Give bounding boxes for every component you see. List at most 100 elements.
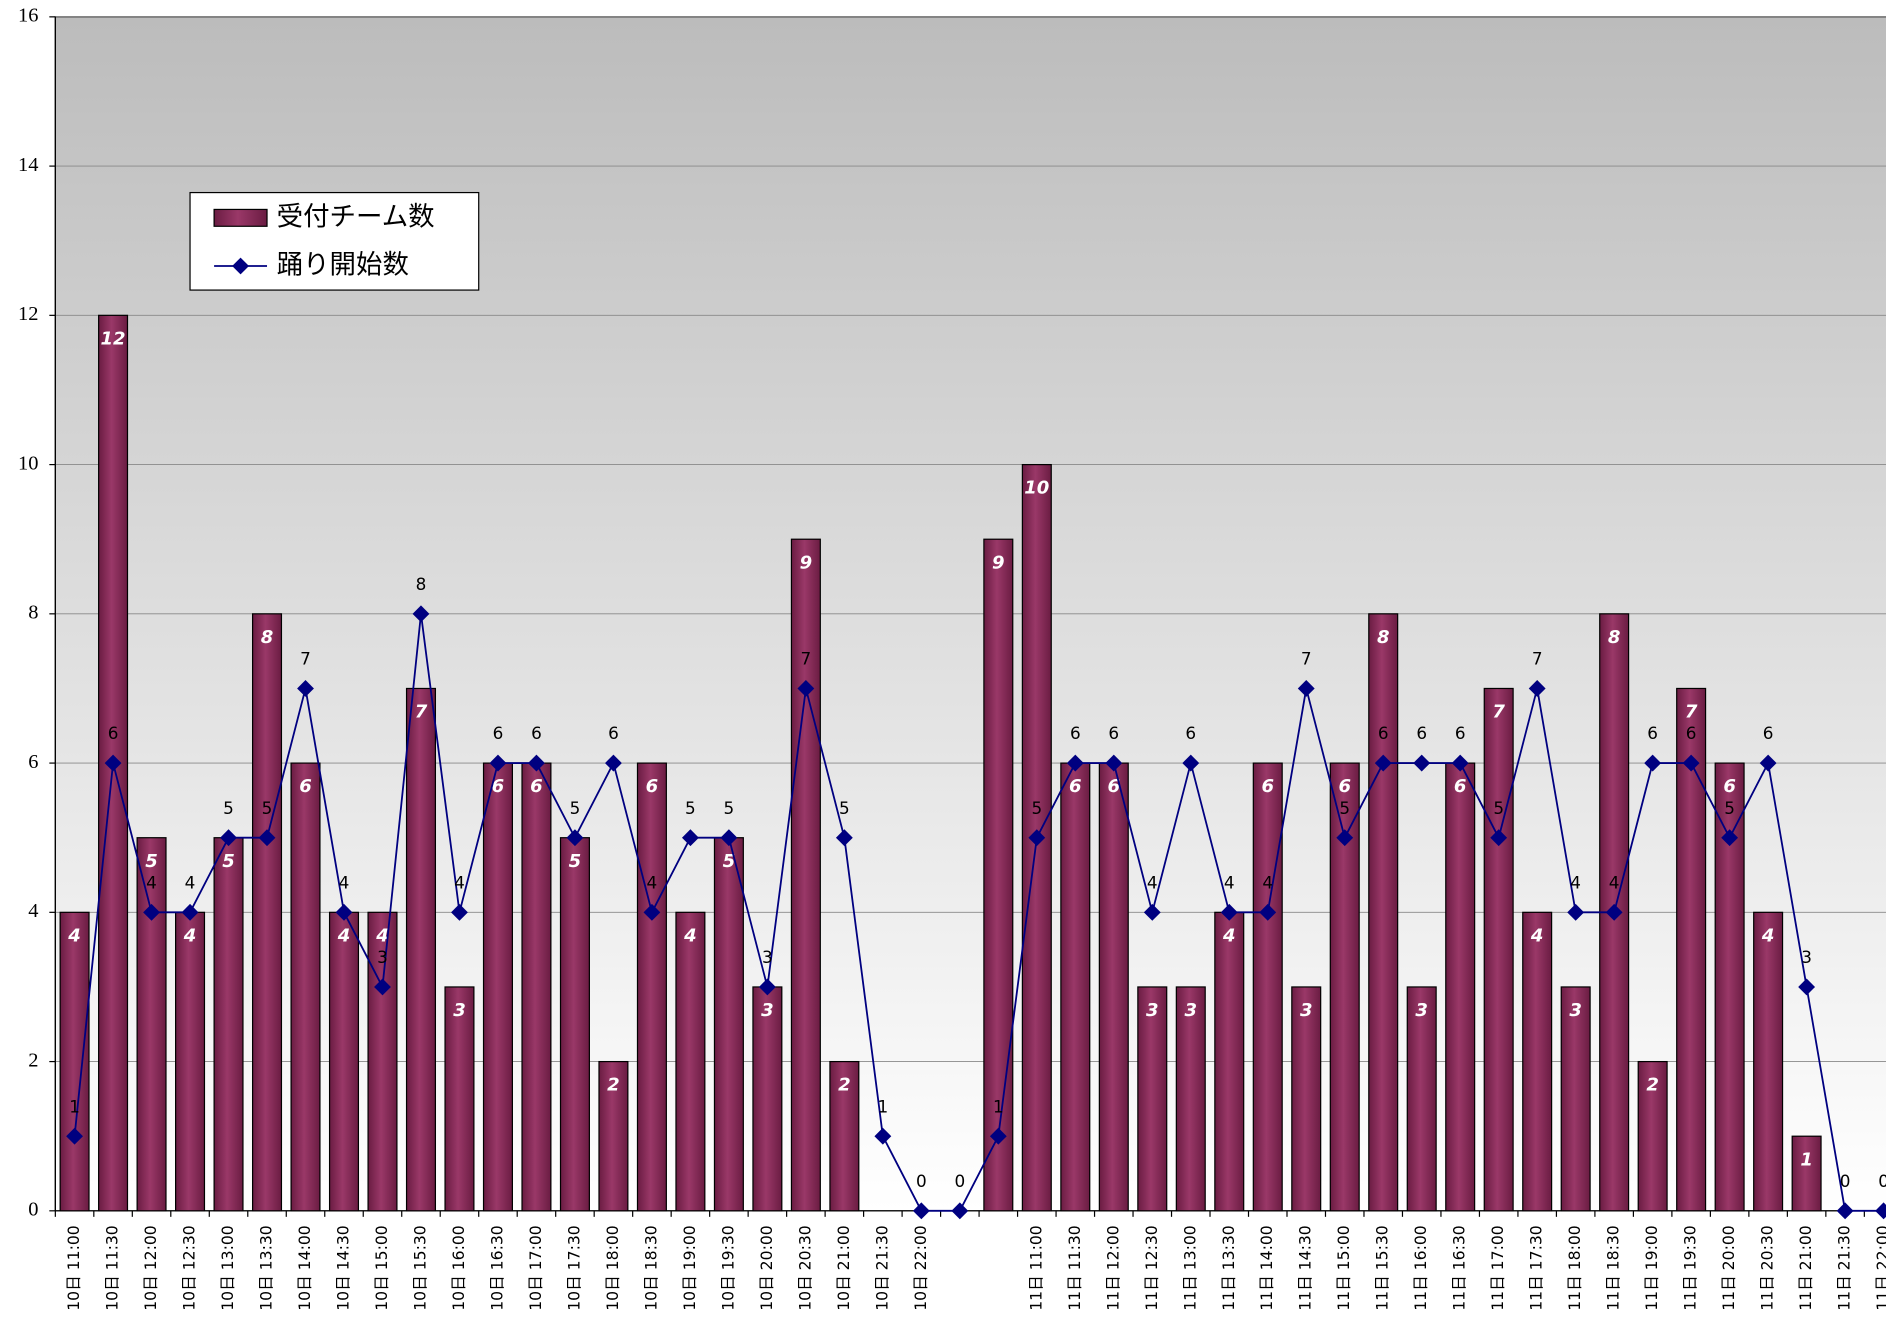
line-label: 0 <box>916 1171 927 1191</box>
line-label: 7 <box>1532 649 1543 669</box>
bar-label: 4 <box>683 925 697 946</box>
bar <box>1522 911 1553 1212</box>
line-label: 6 <box>531 723 542 743</box>
x-tick-label: 10日 20:00 <box>757 1225 776 1311</box>
y-tick-label: 6 <box>28 751 38 773</box>
x-tick-label: 11日 11:00 <box>1026 1225 1045 1311</box>
line-marker <box>104 754 122 772</box>
bar <box>1483 687 1514 1212</box>
line-marker <box>1682 754 1700 772</box>
line-marker <box>297 680 314 697</box>
x-tick-label: 11日 20:00 <box>1719 1225 1738 1311</box>
line-marker <box>451 903 468 921</box>
bar-label: 3 <box>1300 1000 1313 1021</box>
line-marker <box>1374 754 1392 772</box>
bar <box>1137 986 1168 1212</box>
bar <box>59 911 90 1212</box>
line-marker <box>1143 903 1161 921</box>
line-marker <box>989 1127 1007 1145</box>
y-tick-label: 4 <box>28 900 38 922</box>
bar-label: 3 <box>453 1000 466 1021</box>
line-label: 6 <box>608 723 619 743</box>
legend-swatch <box>232 257 249 275</box>
bar-label: 6 <box>1108 776 1121 797</box>
bar-label: 6 <box>1454 776 1467 797</box>
x-tick-label: 10日 15:00 <box>372 1225 391 1311</box>
x-tick-label: 10日 14:00 <box>295 1225 314 1311</box>
line-label: 0 <box>1840 1171 1851 1191</box>
line-marker <box>374 978 391 996</box>
line-label: 6 <box>1647 723 1658 743</box>
y-tick-label: 0 <box>28 1199 38 1221</box>
bar-label: 7 <box>415 702 428 723</box>
x-tick-label: 10日 20:30 <box>795 1225 814 1311</box>
line-marker <box>1297 680 1315 697</box>
line-marker <box>758 978 776 996</box>
line-marker <box>1451 754 1469 772</box>
bar <box>482 762 513 1212</box>
bar-label: 5 <box>723 851 736 872</box>
x-tick-label: 10日 19:00 <box>680 1225 699 1311</box>
x-tick-label: 11日 12:00 <box>1103 1225 1122 1311</box>
line-label: 7 <box>1301 649 1312 669</box>
line-label: 8 <box>416 574 427 594</box>
line-marker <box>1528 680 1546 697</box>
bar <box>713 837 744 1212</box>
x-tick-label: 11日 15:00 <box>1334 1225 1353 1311</box>
bar-label: 5 <box>569 851 582 872</box>
bar-label: 5 <box>145 851 158 872</box>
bar <box>1060 762 1091 1212</box>
line-label: 4 <box>1224 872 1235 892</box>
bar-label: 5 <box>222 851 235 872</box>
line-label: 4 <box>647 872 658 892</box>
x-tick-label: 10日 16:00 <box>449 1225 468 1311</box>
bar-label: 6 <box>646 776 659 797</box>
line-marker <box>1644 754 1662 772</box>
bar-label: 3 <box>761 1000 774 1021</box>
x-tick-label: 10日 17:30 <box>564 1225 583 1311</box>
x-tick-label: 10日 13:00 <box>218 1225 237 1311</box>
bar <box>1791 1135 1822 1212</box>
x-tick-label: 10日 22:00 <box>911 1225 930 1311</box>
line-marker <box>1875 1202 1886 1220</box>
bar-label: 6 <box>1723 776 1736 797</box>
bar-label: 4 <box>183 925 197 946</box>
x-tick-label: 11日 14:00 <box>1257 1225 1276 1311</box>
line-label: 5 <box>570 798 581 818</box>
x-tick-label: 10日 13:30 <box>257 1225 276 1311</box>
line-label: 7 <box>300 649 311 669</box>
bar <box>251 613 283 1212</box>
y-tick-label: 16 <box>18 5 38 27</box>
y-tick-label: 12 <box>18 303 38 325</box>
bar-label: 2 <box>838 1075 851 1096</box>
bar <box>1637 1060 1668 1212</box>
bar-label: 7 <box>1492 702 1505 723</box>
line-label: 4 <box>1147 872 1158 892</box>
x-tick-label: 10日 12:00 <box>141 1225 160 1311</box>
line-marker <box>528 754 545 772</box>
x-tick-label: 10日 17:00 <box>526 1225 545 1311</box>
x-tick-label: 11日 19:30 <box>1681 1225 1700 1311</box>
bar <box>1368 613 1399 1212</box>
bar-label: 1 <box>1800 1149 1813 1170</box>
y-tick-label: 10 <box>18 452 38 474</box>
bar <box>1753 911 1784 1212</box>
legend-swatch <box>213 208 268 227</box>
x-tick-label: 11日 21:30 <box>1835 1225 1854 1311</box>
bar <box>559 837 590 1212</box>
x-tick-label: 11日 21:00 <box>1796 1225 1815 1311</box>
line-label: 7 <box>801 649 812 669</box>
legend-label: 受付チーム数 <box>277 201 435 232</box>
line-label: 4 <box>1570 872 1581 892</box>
x-tick-label: 11日 18:00 <box>1565 1225 1584 1311</box>
line-label: 4 <box>146 872 157 892</box>
x-tick-label: 10日 18:00 <box>603 1225 622 1311</box>
line-label: 6 <box>1686 723 1697 743</box>
bar <box>1676 687 1707 1212</box>
line-label: 6 <box>1070 723 1081 743</box>
line-label: 5 <box>223 798 234 818</box>
line-marker <box>797 680 815 697</box>
bar-label: 6 <box>1338 776 1351 797</box>
x-tick-label: 11日 13:00 <box>1180 1225 1199 1311</box>
